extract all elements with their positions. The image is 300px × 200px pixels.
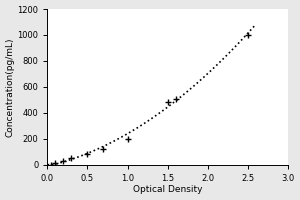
Y-axis label: Concentration(pg/mL): Concentration(pg/mL): [6, 37, 15, 137]
X-axis label: Optical Density: Optical Density: [133, 185, 202, 194]
